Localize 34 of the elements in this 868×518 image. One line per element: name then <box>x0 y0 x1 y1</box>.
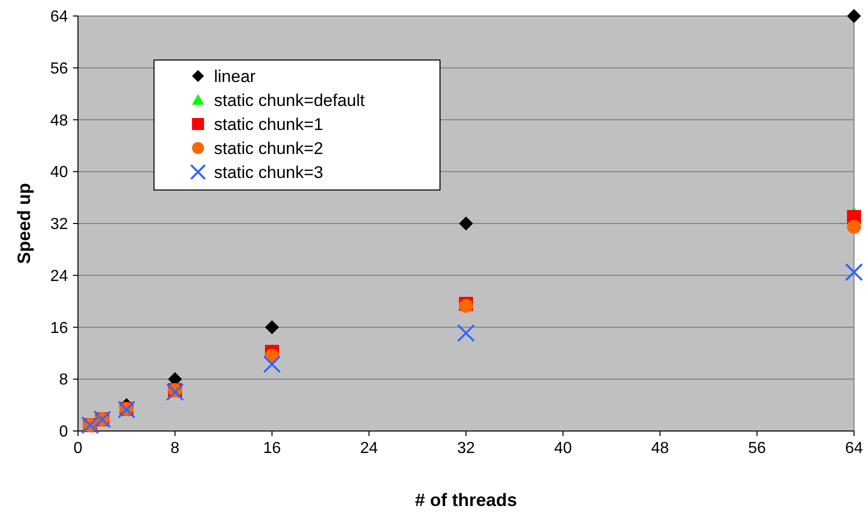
legend-label: linear <box>214 66 256 86</box>
point <box>166 383 184 402</box>
y-tick-label: 48 <box>50 112 68 130</box>
x-tick-label: 0 <box>74 440 83 457</box>
y-tick-label: 24 <box>50 268 68 285</box>
x-tick-label: 32 <box>457 440 475 457</box>
legend-label: static chunk=1 <box>214 114 324 134</box>
legend-label: static chunk=2 <box>214 138 324 158</box>
y-tick-label: 8 <box>59 372 68 389</box>
x-tick-label: 48 <box>651 440 669 457</box>
legend-label: static chunk=default <box>214 90 366 110</box>
point <box>847 9 861 23</box>
y-tick-label: 32 <box>50 216 68 234</box>
x-tick-label: 40 <box>554 440 572 457</box>
point <box>845 263 863 282</box>
point <box>263 355 281 374</box>
y-tick-label: 0 <box>59 424 68 441</box>
y-tick-label: 56 <box>50 60 68 78</box>
x-tick-label: 24 <box>360 440 378 457</box>
legend-label: static chunk=3 <box>214 162 324 182</box>
y-tick-label: 64 <box>50 8 68 26</box>
y-tick-label: 40 <box>50 164 68 182</box>
point <box>459 216 473 230</box>
y-axis-title: Speed up <box>14 182 34 264</box>
x-tick-label: 8 <box>170 440 180 457</box>
y-tick-label: 16 <box>50 320 68 337</box>
x-tick-label: 64 <box>845 440 863 457</box>
point <box>265 320 279 334</box>
x-tick-label: 56 <box>748 440 766 457</box>
x-tick-label: 16 <box>263 440 281 457</box>
point <box>118 400 136 419</box>
point <box>847 220 861 234</box>
x-axis-title: # of threads <box>414 490 518 510</box>
point <box>457 324 475 342</box>
